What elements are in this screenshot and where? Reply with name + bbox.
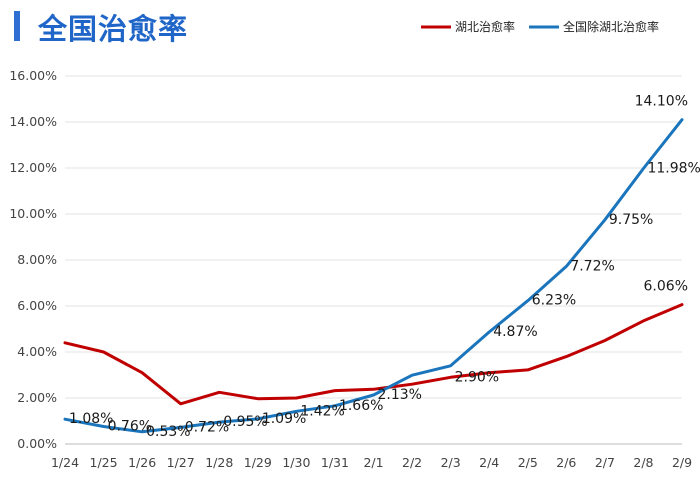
x-tick-label: 2/5 bbox=[518, 455, 538, 470]
series-line-national-ex-hubei bbox=[63, 118, 684, 434]
data-label: 2.90% bbox=[455, 369, 499, 385]
chart-title: 全国治愈率 bbox=[38, 12, 189, 46]
x-axis-ticks: 1/24 1/25 1/26 1/27 1/28 1/29 1/30 1/31 2/1 2/2 2/… bbox=[51, 455, 692, 470]
legend: 湖北治愈率 全国除湖北治愈率 bbox=[421, 19, 659, 34]
y-tick-label: 12.00% bbox=[9, 160, 57, 175]
x-tick-label: 2/4 bbox=[479, 455, 499, 470]
legend-label: 湖北治愈率 bbox=[455, 19, 515, 34]
data-label: 0.95% bbox=[223, 414, 267, 430]
data-label: 6.23% bbox=[532, 293, 576, 309]
data-label: 1.09% bbox=[262, 411, 306, 427]
y-tick-label: 16.00% bbox=[9, 68, 57, 83]
legend-label: 全国除湖北治愈率 bbox=[563, 19, 659, 34]
x-tick-label: 2/9 bbox=[672, 455, 692, 470]
x-tick-label: 1/31 bbox=[321, 455, 349, 470]
y-tick-label: 0.00% bbox=[17, 436, 57, 451]
x-tick-label: 1/28 bbox=[205, 455, 233, 470]
data-label: 14.10% bbox=[635, 94, 688, 110]
data-label: 0.76% bbox=[108, 419, 152, 435]
x-tick-label: 2/3 bbox=[441, 455, 461, 470]
y-tick-label: 8.00% bbox=[17, 252, 57, 267]
data-label: 11.98% bbox=[647, 160, 700, 176]
y-axis-ticks: 0.00% 2.00% 4.00% 6.00% 8.00% 10.00% 12.00% 14.… bbox=[9, 68, 57, 451]
x-tick-label: 1/30 bbox=[282, 455, 310, 470]
x-tick-label: 2/2 bbox=[402, 455, 422, 470]
data-label: 4.87% bbox=[493, 324, 537, 340]
x-tick-label: 2/7 bbox=[595, 455, 615, 470]
x-tick-label: 2/6 bbox=[556, 455, 576, 470]
y-tick-label: 2.00% bbox=[17, 390, 57, 405]
y-tick-label: 4.00% bbox=[17, 344, 57, 359]
y-tick-label: 10.00% bbox=[9, 206, 57, 221]
series-line-hubei bbox=[63, 303, 684, 406]
data-label: 2.13% bbox=[378, 387, 422, 403]
y-tick-label: 6.00% bbox=[17, 298, 57, 313]
data-label: 6.06% bbox=[644, 279, 688, 295]
x-tick-label: 2/8 bbox=[633, 455, 653, 470]
series-lines bbox=[63, 118, 684, 434]
data-label: 0.53% bbox=[146, 424, 190, 440]
y-tick-label: 14.00% bbox=[9, 114, 57, 129]
x-tick-label: 1/26 bbox=[128, 455, 156, 470]
data-label: 1.08% bbox=[69, 411, 113, 427]
data-label: 9.75% bbox=[609, 212, 653, 228]
data-label: 1.42% bbox=[300, 403, 344, 419]
x-tick-label: 1/27 bbox=[167, 455, 195, 470]
data-label: 1.66% bbox=[339, 398, 383, 414]
x-tick-label: 2/1 bbox=[363, 455, 383, 470]
x-tick-label: 1/24 bbox=[51, 455, 79, 470]
data-labels: 2.90% 6.06% 1.08%0.76%0.53%0.72%0.95%1.09%… bbox=[69, 94, 700, 440]
data-label: 7.72% bbox=[570, 258, 614, 274]
x-tick-label: 1/25 bbox=[90, 455, 118, 470]
title-accent-bar bbox=[14, 11, 20, 41]
data-label: 0.72% bbox=[185, 419, 229, 435]
x-tick-label: 1/29 bbox=[244, 455, 272, 470]
